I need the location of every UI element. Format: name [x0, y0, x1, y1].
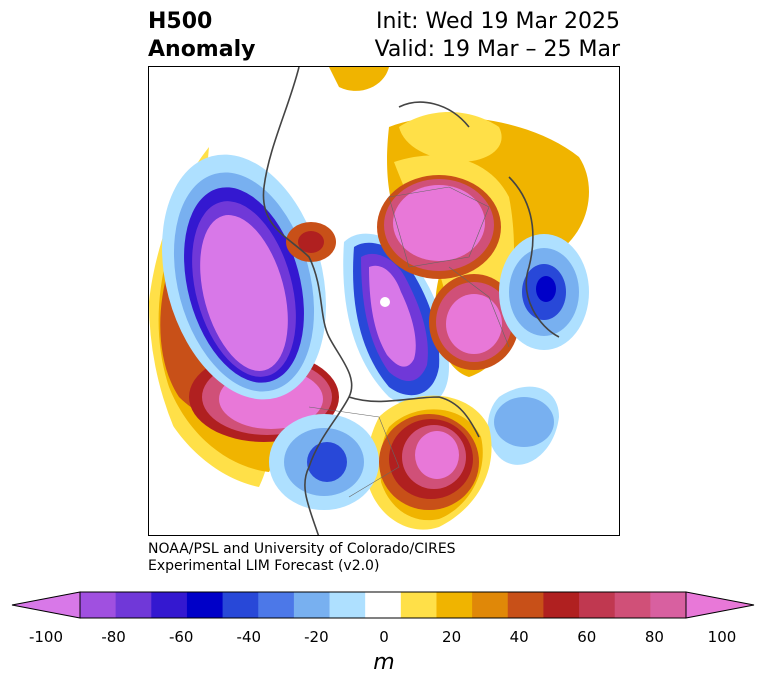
title-type: Anomaly [148, 37, 256, 62]
colorbar-swatch [543, 592, 580, 618]
colorbar-swatch [80, 592, 117, 618]
colorbar-tick-label: -100 [28, 628, 64, 646]
negative-anomaly-north-pacific [162, 154, 326, 400]
colorbar-tick-label: 20 [442, 628, 462, 646]
anomaly-map-svg [149, 67, 589, 535]
colorbar-swatch [365, 592, 402, 618]
valid-dates: Valid: 19 Mar – 25 Mar [374, 37, 620, 62]
credit-line-2: Experimental LIM Forecast (v2.0) [148, 558, 380, 574]
colorbar-tick-label: 100 [707, 628, 737, 646]
init-date: Init: Wed 19 Mar 2025 [375, 9, 620, 34]
colorbar-swatch [222, 592, 259, 618]
colorbar [11, 591, 755, 619]
colorbar-tick-label: -80 [101, 628, 126, 646]
negative-anomaly-southwest-us [269, 414, 379, 510]
colorbar-tick-label: 40 [509, 628, 529, 646]
colorbar-tick-label: -60 [168, 628, 194, 646]
colorbar-tick-label: -20 [304, 628, 329, 646]
positive-anomaly-eastern-north-america [367, 395, 492, 530]
colorbar-tick-label: 0 [379, 628, 389, 646]
colorbar-swatch [579, 592, 616, 618]
colorbar-max-extension [685, 591, 755, 619]
colorbar-swatch [151, 592, 188, 618]
colorbar-swatch [115, 592, 152, 618]
colorbar-outline [79, 591, 687, 619]
map-title: H500 Anomaly [148, 8, 255, 64]
forecast-dates: Init: Wed 19 Mar 2025 Valid: 19 Mar – 25… [375, 8, 620, 64]
colorbar-swatch [258, 592, 295, 618]
colorbar-swatch [186, 592, 224, 618]
colorbar-swatch [400, 592, 437, 618]
colorbar-swatch [436, 592, 473, 618]
credit-text: NOAA/PSL and University of Colorado/CIRE… [148, 541, 456, 575]
positive-anomaly-siberia-north [329, 67, 502, 162]
positive-anomaly-western-russia [377, 117, 589, 377]
colorbar-swatch [472, 592, 509, 618]
colorbar-swatch [507, 592, 544, 618]
colorbar-swatch [293, 592, 331, 618]
colorbar-swatch [329, 592, 366, 618]
borders [308, 186, 510, 498]
anomaly-map [148, 66, 620, 536]
colorbar-swatch [650, 592, 687, 618]
positive-anomaly-beringia-core [298, 231, 324, 253]
colorbar-tick-label: 80 [644, 628, 664, 646]
negative-anomaly-mediterranean [499, 234, 589, 350]
credit-line-1: NOAA/PSL and University of Colorado/CIRE… [148, 541, 456, 557]
title-variable: H500 [148, 9, 213, 34]
colorbar-tick-label: -40 [236, 628, 262, 646]
negative-anomaly-mid-atlantic [487, 386, 559, 465]
colorbar-swatch [614, 592, 651, 618]
colorbar-swatches [80, 592, 687, 618]
colorbar-min-extension [11, 591, 81, 619]
colorbar-tick-label: 60 [577, 628, 597, 646]
coastlines [262, 67, 560, 535]
colorbar-unit: m [373, 650, 395, 675]
